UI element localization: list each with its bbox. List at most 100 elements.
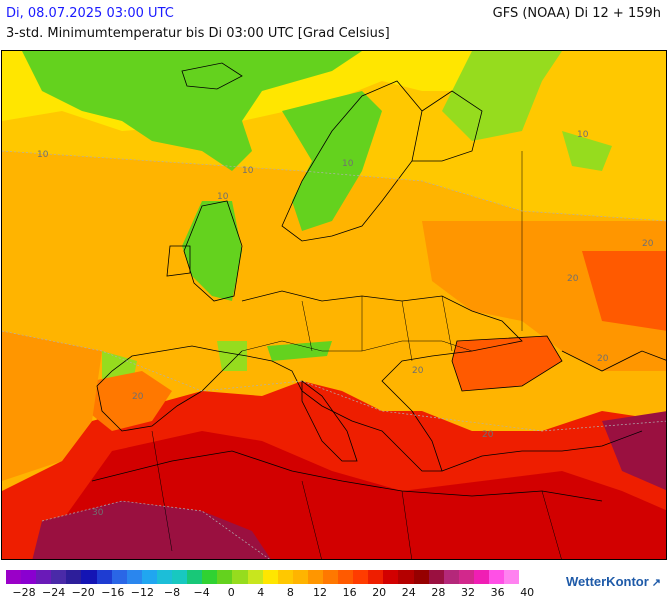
legend-label: 40: [520, 586, 535, 599]
legend-label: −12: [130, 586, 154, 599]
legend-swatch: [6, 570, 22, 584]
legend-labels: −28 −24 −20 −16 −12 −8 −4 0 4 8 12 16 20 24 28 32 36 40: [0, 586, 560, 600]
legend-swatch: [66, 570, 82, 584]
legend-swatch: [398, 570, 414, 584]
legend-swatch: [368, 570, 384, 584]
cold-zone-massif: [217, 341, 247, 371]
warm-iberia: [87, 371, 172, 431]
legend-swatch: [51, 570, 67, 584]
legend-swatch: [277, 570, 293, 584]
legend-swatch: [187, 570, 203, 584]
cold-zone-scandinavia: [282, 91, 382, 231]
legend-swatch: [202, 570, 218, 584]
warm-atlantic: [2, 331, 102, 481]
legend-swatch: [353, 570, 369, 584]
map-date: Di, 08.07.2025 03:00 UTC: [6, 6, 174, 21]
legend-swatch: [36, 570, 52, 584]
legend-swatch: [504, 570, 520, 584]
legend-swatch: [96, 570, 112, 584]
legend-label: 36: [490, 586, 505, 599]
contour-label: 10: [217, 192, 229, 202]
contour-label: 20: [132, 392, 144, 402]
isotherms: [2, 150, 666, 559]
borders: [151, 151, 562, 559]
legend-swatch: [232, 570, 248, 584]
italy-outline: [301, 380, 358, 462]
legend-label: −20: [71, 586, 95, 599]
legend-swatch: [322, 570, 339, 584]
cold-zone-finland: [442, 51, 562, 141]
wetterkontor-logo[interactable]: WetterKontor ↗: [566, 574, 661, 589]
legend-swatch: [473, 570, 489, 584]
legend-swatch: [156, 570, 173, 584]
legend-swatch: [428, 570, 444, 584]
legend-swatch: [141, 570, 157, 584]
legend-swatch: [489, 570, 505, 584]
warm-caspian: [582, 251, 666, 331]
legend-swatch: [292, 570, 308, 584]
legend-label: −4: [193, 586, 210, 599]
legend-label: 0: [227, 586, 235, 599]
cold-zone-north: [22, 51, 362, 171]
very-hot-middle-east: [602, 411, 666, 491]
legend-swatch: [458, 570, 474, 584]
turkey-coast: [441, 430, 643, 472]
contour-label: 20: [412, 366, 424, 376]
legend-label: −24: [41, 586, 66, 599]
legend-label: −16: [101, 586, 125, 599]
ireland-outline: [166, 245, 191, 277]
legend-swatch: [81, 570, 97, 584]
scandinavia-outline: [281, 80, 423, 242]
contour-label: 20: [482, 430, 494, 440]
legend-swatch: [217, 570, 233, 584]
contour-label: 20: [642, 239, 654, 249]
contour-label: 10: [242, 166, 254, 176]
legend-label: 32: [461, 586, 475, 599]
legend-label: 8: [286, 586, 294, 599]
contour-label: 10: [342, 159, 354, 169]
legend-swatch: [443, 570, 459, 584]
very-hot-sahara-west: [32, 501, 271, 559]
legend-label: −28: [12, 586, 36, 599]
coastlines: [91, 62, 666, 502]
legend-label: −8: [163, 586, 181, 599]
legend-swatch: [111, 570, 127, 584]
temperature-map: 10 10 10 10 10 20 20 20 20 20 20 30: [1, 50, 667, 560]
cold-zone-uk: [182, 201, 242, 301]
black-sea-outline: [451, 335, 563, 392]
color-legend: [6, 570, 520, 584]
contour-label: 20: [597, 354, 609, 364]
legend-swatch: [126, 570, 142, 584]
legend-swatch: [383, 570, 399, 584]
legend-label: 16: [342, 586, 357, 599]
britain-outline: [183, 200, 243, 302]
legend-swatch: [172, 570, 188, 584]
legend-label: 12: [313, 586, 327, 599]
contour-label: 30: [92, 508, 104, 518]
legend-label: 28: [431, 586, 446, 599]
legend-swatch: [413, 570, 429, 584]
map-title: 3-std. Minimumtemperatur bis Di 03:00 UT…: [6, 26, 390, 41]
iceland-outline: [181, 62, 243, 90]
cold-zone-alps: [267, 341, 332, 361]
model-run: GFS (NOAA) Di 12 + 159h: [492, 6, 661, 21]
legend-swatch: [247, 570, 263, 584]
contour-label: 10: [577, 130, 589, 140]
contour-label: 10: [37, 150, 49, 160]
caucasus-outline: [561, 350, 666, 372]
legend-label: 20: [372, 586, 387, 599]
brand-arrow-icon: ↗: [651, 577, 661, 589]
finland-outline: [412, 90, 483, 162]
legend-label: 24: [401, 586, 416, 599]
cold-zone-russia: [562, 131, 612, 171]
legend-label: 4: [257, 586, 265, 599]
legend-swatch: [307, 570, 323, 584]
contour-label: 20: [567, 274, 579, 284]
legend-swatch: [21, 570, 37, 584]
north-africa-coast: [91, 450, 603, 502]
contour-labels: 10 10 10 10 10 20 20 20 20 20 20 30: [37, 130, 654, 518]
mainland-outline: [96, 290, 523, 472]
brand-name: WetterKontor: [565, 574, 649, 589]
legend-swatch: [338, 570, 354, 584]
legend-swatch: [262, 570, 278, 584]
